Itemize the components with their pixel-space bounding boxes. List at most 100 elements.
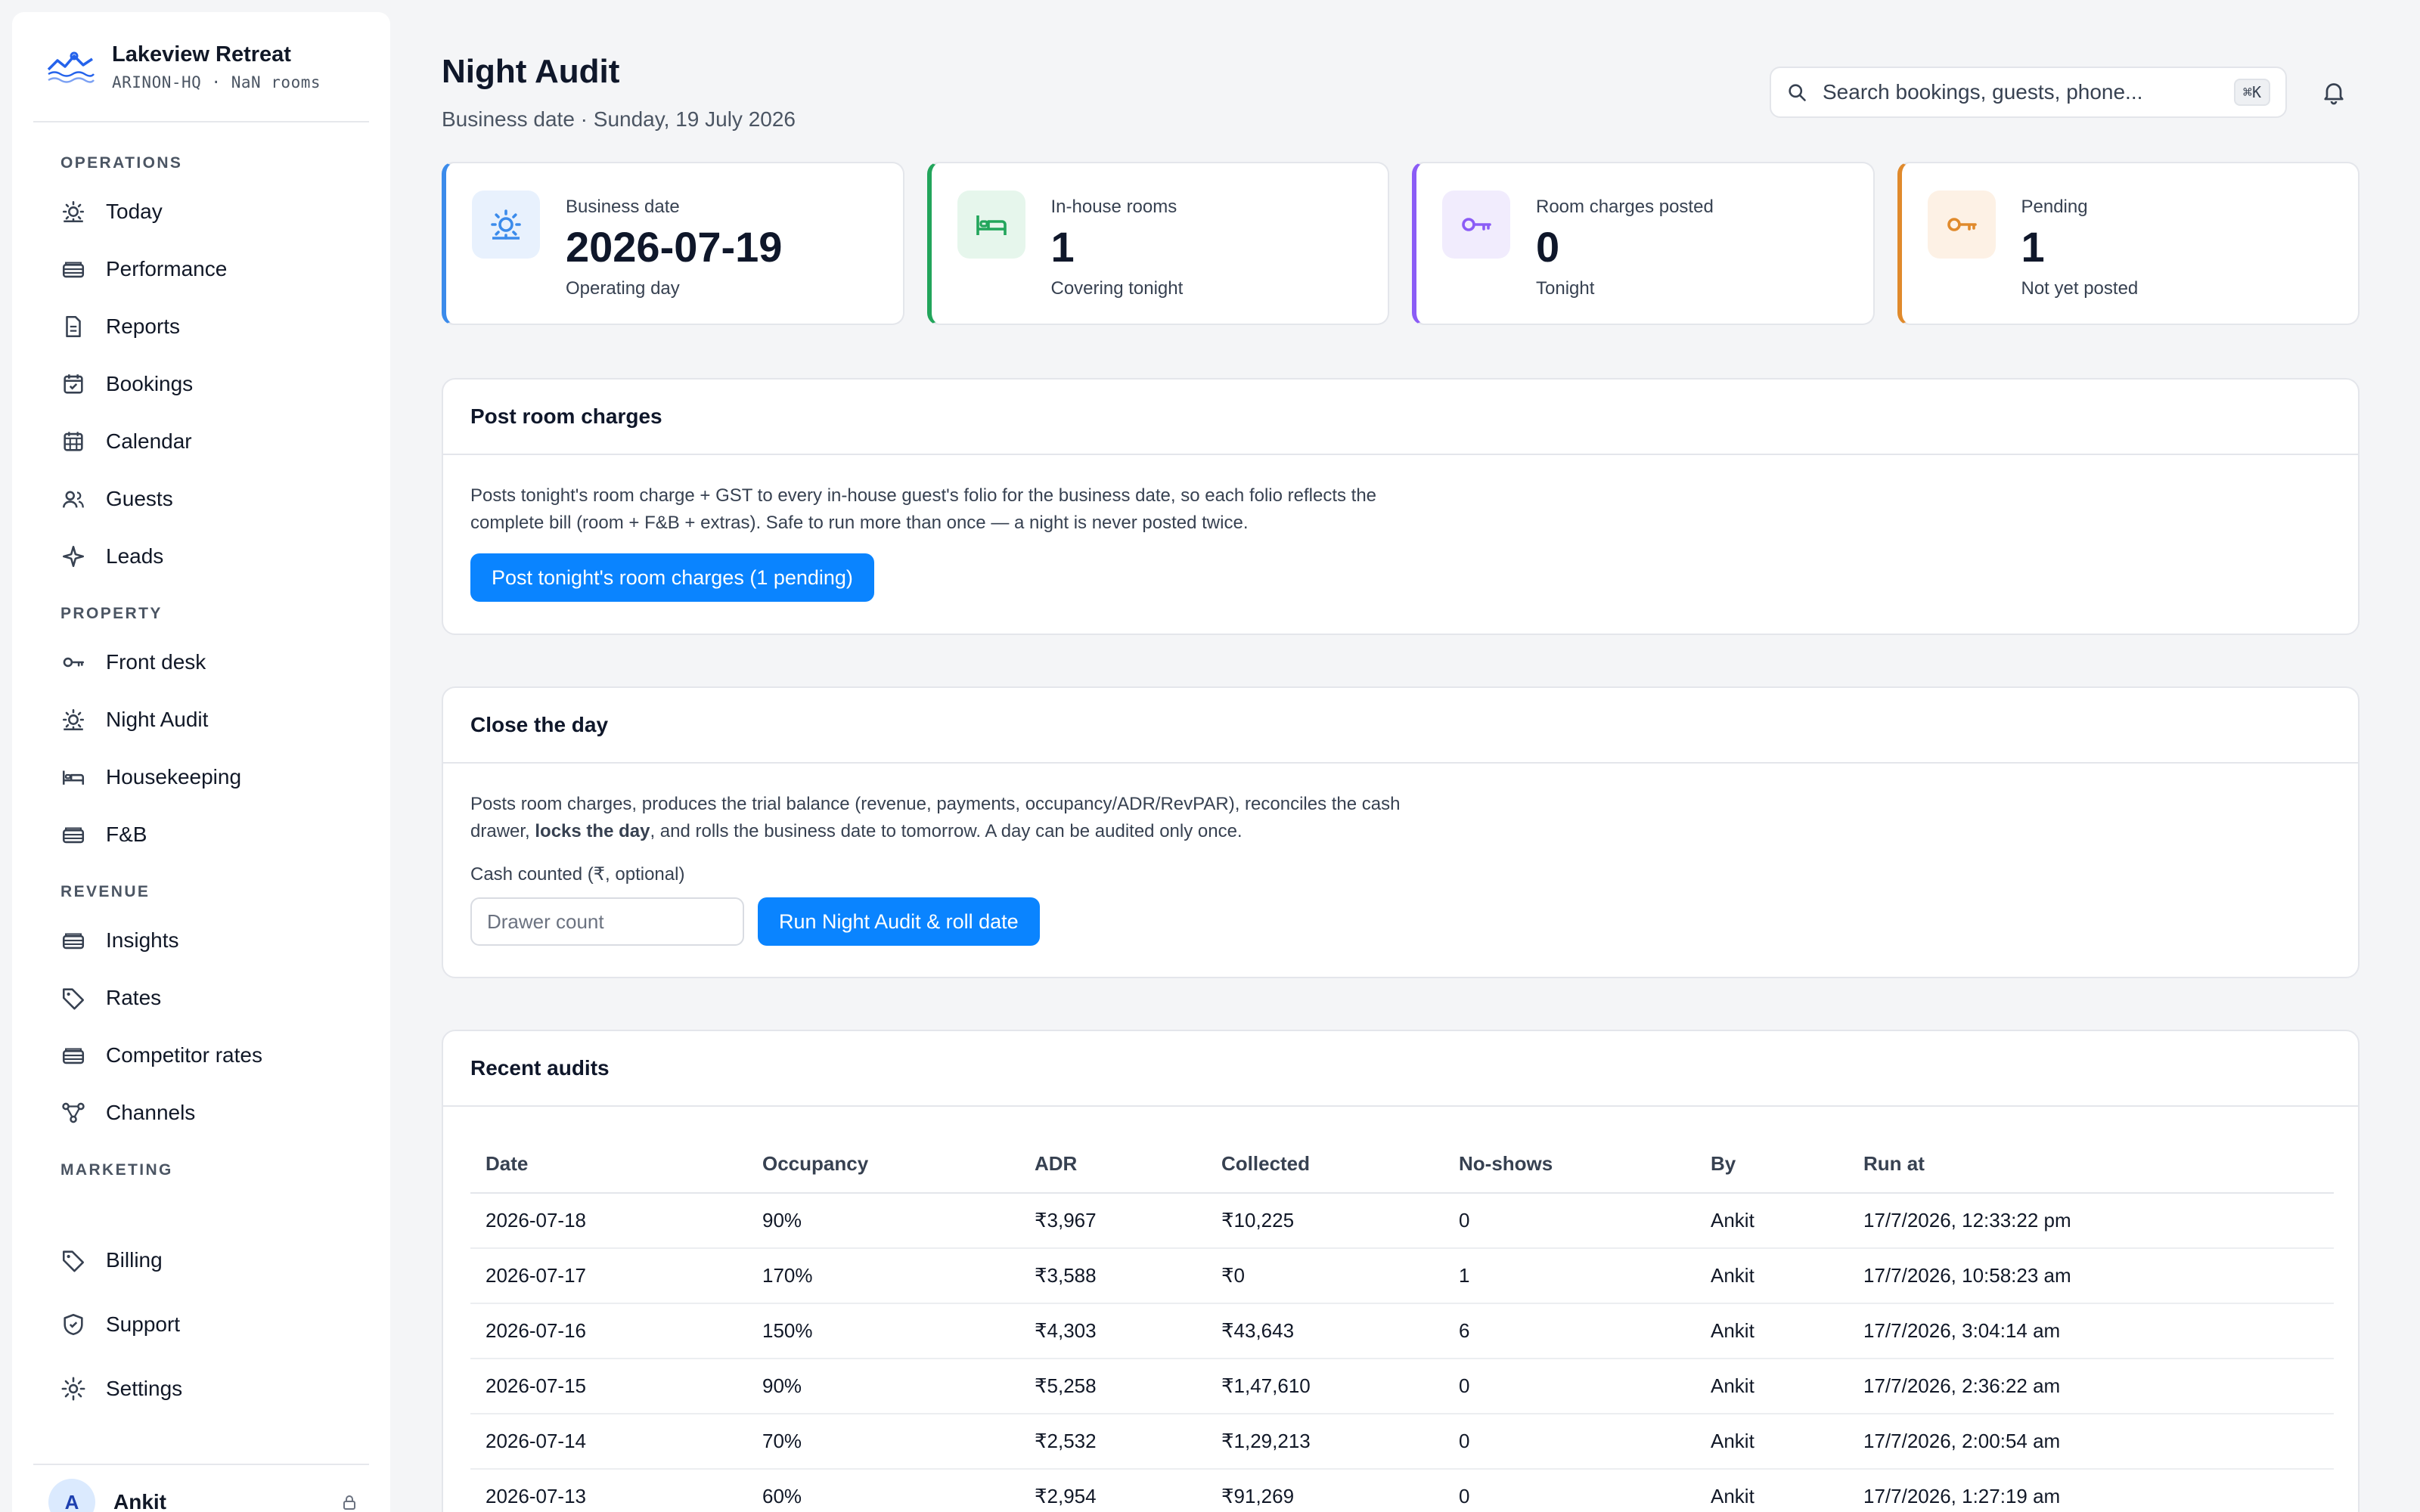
run-night-audit-button[interactable]: Run Night Audit & roll date	[758, 897, 1040, 946]
column-header[interactable]: Run at	[1848, 1136, 2334, 1194]
stat-icon	[1927, 191, 1996, 259]
bed-icon	[62, 770, 85, 785]
brand-header[interactable]: Lakeview Retreat ARINON-HQ · NaN rooms	[33, 12, 369, 122]
table-row[interactable]: 2026-07-15 90% ₹5,258 ₹1,47,610 0 Ankit 17/7/2…	[470, 1359, 2334, 1414]
table-cell: Ankit	[1696, 1248, 1848, 1304]
sidebar-item-today[interactable]: Today	[33, 183, 369, 240]
key-icon	[63, 657, 85, 668]
search-icon	[1789, 84, 1806, 101]
stat-card: Room charges posted 0 Tonight	[1412, 162, 1875, 325]
table-cell: 17/7/2026, 2:36:22 am	[1848, 1359, 2334, 1414]
close-day-card: Close the day Posts room charges, produc…	[442, 686, 2360, 978]
stat-label: Business date	[566, 197, 680, 217]
table-row[interactable]: 2026-07-13 60% ₹2,954 ₹91,269 0 Ankit 17/7/202…	[470, 1469, 2334, 1512]
sidebar-item-calendar[interactable]: Calendar	[33, 413, 369, 470]
stat-label: Room charges posted	[1536, 197, 1714, 217]
user-name: Ankit	[113, 1490, 166, 1512]
page-subtitle: Business date · Sunday, 19 July 2026	[442, 107, 796, 131]
stat-card: Pending 1 Not yet posted	[1897, 162, 2360, 325]
sidebar-item-label: Channels	[106, 1101, 196, 1124]
stat-value: 1	[1050, 223, 1075, 271]
table-cell: Ankit	[1696, 1303, 1848, 1359]
table-row[interactable]: 2026-07-18 90% ₹3,967 ₹10,225 0 Ankit 17/7/202…	[470, 1193, 2334, 1249]
column-header[interactable]: Date	[470, 1136, 747, 1194]
sidebar-item-label: Performance	[106, 257, 228, 280]
table-cell: ₹4,303	[1019, 1303, 1206, 1359]
table-cell: 2026-07-15	[470, 1359, 747, 1414]
card-description: Posts tonight's room charge + GST to eve…	[470, 485, 1377, 533]
key-icon	[1462, 218, 1491, 231]
sidebar-item-billing[interactable]: Billing	[33, 1228, 369, 1292]
column-header[interactable]: ADR	[1019, 1136, 1206, 1194]
sidebar-item-label: Bookings	[106, 372, 194, 395]
table-cell: ₹5,258	[1019, 1359, 1206, 1414]
sidebar-item-settings[interactable]: Settings	[33, 1356, 369, 1421]
avatar: A	[48, 1479, 95, 1512]
sidebar-item-channels[interactable]: Channels	[33, 1084, 369, 1142]
sparkle-icon	[62, 545, 85, 568]
shortcut-badge: ⌘K	[2233, 79, 2270, 106]
stat-value: 1	[2021, 223, 2045, 271]
table-row[interactable]: 2026-07-17 170% ₹3,588 ₹0 1 Ankit 17/7/2026, 1…	[470, 1248, 2334, 1304]
sidebar-item-support[interactable]: Support	[33, 1292, 369, 1356]
sun-icon	[62, 708, 85, 731]
table-cell: ₹1,47,610	[1206, 1359, 1444, 1414]
table-cell: 1	[1444, 1248, 1696, 1304]
table-cell: 0	[1444, 1359, 1696, 1414]
table-cell: Ankit	[1696, 1414, 1848, 1470]
tag-icon	[62, 1250, 85, 1272]
drawer-count-input[interactable]	[470, 897, 744, 946]
sidebar-item-label: Support	[106, 1312, 181, 1336]
sidebar-item-night-audit[interactable]: Night Audit	[33, 691, 369, 748]
table-row[interactable]: 2026-07-14 70% ₹2,532 ₹1,29,213 0 Ankit 17/7/2…	[470, 1414, 2334, 1470]
money-icon	[62, 1048, 85, 1064]
sidebar-item-leads[interactable]: Leads	[33, 528, 369, 585]
table-cell: ₹2,954	[1019, 1469, 1206, 1512]
document-icon	[66, 315, 81, 338]
sun-icon	[491, 209, 521, 240]
stat-note: Operating day	[566, 277, 680, 299]
sidebar-item-competitor-rates[interactable]: Competitor rates	[33, 1027, 369, 1084]
sidebar-item-rates[interactable]: Rates	[33, 969, 369, 1027]
column-header[interactable]: Collected	[1206, 1136, 1444, 1194]
user-menu[interactable]: A Ankit	[33, 1464, 369, 1512]
table-row[interactable]: 2026-07-16 150% ₹4,303 ₹43,643 6 Ankit 17/7/20…	[470, 1303, 2334, 1359]
table-cell: 150%	[747, 1303, 1019, 1359]
search-box[interactable]: ⌘K	[1770, 67, 2287, 118]
table-cell: ₹3,588	[1019, 1248, 1206, 1304]
sidebar-item-label: Calendar	[106, 429, 192, 453]
table-cell: 2026-07-13	[470, 1469, 747, 1512]
lock-icon[interactable]	[340, 1493, 358, 1511]
sidebar-item-bookings[interactable]: Bookings	[33, 355, 369, 413]
table-cell: 0	[1444, 1193, 1696, 1249]
table-cell: 6	[1444, 1303, 1696, 1359]
sidebar-item-performance[interactable]: Performance	[33, 240, 369, 298]
money-icon	[62, 933, 85, 950]
sidebar-item-label: Guests	[106, 487, 173, 510]
table-cell: 170%	[747, 1248, 1019, 1304]
sidebar: Lakeview Retreat ARINON-HQ · NaN rooms O…	[12, 12, 390, 1512]
sidebar-item-label: Housekeeping	[106, 765, 242, 789]
stat-card: In-house rooms 1 Covering tonight	[926, 162, 1389, 325]
sidebar-item-reports[interactable]: Reports	[33, 298, 369, 355]
sidebar-item-label: Reports	[106, 314, 181, 338]
column-header[interactable]: By	[1696, 1136, 1848, 1194]
bell-icon[interactable]	[2320, 79, 2347, 106]
column-header[interactable]: No-shows	[1444, 1136, 1696, 1194]
sidebar-item-front-desk[interactable]: Front desk	[33, 634, 369, 691]
stat-note: Tonight	[1536, 277, 1595, 299]
table-cell: ₹43,643	[1206, 1303, 1444, 1359]
stat-label: In-house rooms	[1050, 197, 1177, 217]
sidebar-item-f-b[interactable]: F&B	[33, 806, 369, 863]
sidebar-item-housekeeping[interactable]: Housekeeping	[33, 748, 369, 806]
post-charges-card: Post room charges Posts tonight's room c…	[442, 378, 2360, 635]
column-header[interactable]: Occupancy	[747, 1136, 1019, 1194]
money-icon	[62, 827, 85, 844]
search-input[interactable]	[1823, 80, 2219, 104]
sidebar-item-label: Leads	[106, 544, 164, 568]
recent-audits-card: Recent audits Date Occupancy ADR Collected N…	[442, 1030, 2360, 1512]
post-charges-button[interactable]: Post tonight's room charges (1 pending)	[470, 553, 874, 602]
sidebar-item-guests[interactable]: Guests	[33, 470, 369, 528]
calendar-grid-icon	[64, 432, 83, 451]
sidebar-item-insights[interactable]: Insights	[33, 912, 369, 969]
